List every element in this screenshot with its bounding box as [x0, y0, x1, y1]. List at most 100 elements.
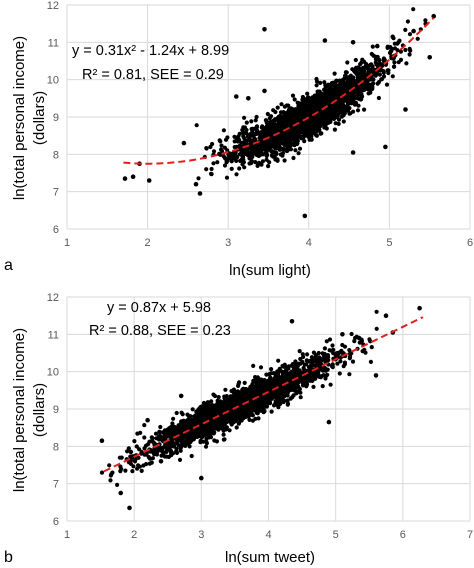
data-point	[277, 366, 282, 371]
data-point	[411, 28, 416, 34]
data-point	[370, 44, 375, 49]
data-point	[234, 94, 239, 99]
data-point	[327, 114, 332, 119]
data-point	[149, 460, 154, 465]
data-point	[293, 359, 298, 364]
data-point	[301, 378, 306, 383]
data-point	[302, 130, 308, 135]
data-point	[229, 395, 234, 400]
data-point	[370, 81, 376, 86]
data-point	[213, 423, 218, 428]
data-point	[282, 104, 287, 109]
data-point	[265, 111, 270, 117]
data-point	[216, 395, 221, 400]
x-tick-label: 2	[131, 529, 137, 541]
data-point	[204, 146, 209, 151]
data-point	[350, 150, 356, 155]
data-point	[340, 96, 345, 101]
data-point	[253, 403, 258, 408]
data-point	[191, 437, 196, 442]
data-point	[322, 87, 327, 92]
data-point	[368, 77, 373, 82]
data-point	[335, 91, 340, 96]
data-point	[353, 57, 358, 63]
data-point	[187, 444, 192, 449]
data-point	[359, 60, 364, 65]
data-point	[265, 140, 270, 145]
data-point	[251, 378, 256, 383]
equation-a: y = 0.31x² - 1.24x + 8.99	[72, 43, 229, 59]
data-point	[290, 114, 295, 119]
data-point	[285, 148, 290, 153]
data-point	[99, 438, 105, 444]
data-point	[176, 423, 181, 428]
data-point	[324, 339, 329, 344]
data-point	[247, 417, 252, 422]
x-tick-label: 6	[467, 237, 473, 249]
data-point	[258, 393, 263, 398]
data-point	[190, 407, 195, 412]
data-point	[210, 141, 215, 147]
data-point	[198, 409, 203, 414]
data-point	[377, 57, 382, 63]
data-point	[291, 370, 296, 375]
data-point	[276, 358, 281, 363]
data-point	[166, 446, 171, 451]
data-point	[380, 63, 385, 68]
data-point	[398, 49, 403, 54]
data-point	[204, 439, 209, 444]
data-point	[221, 128, 226, 133]
data-point	[234, 417, 239, 422]
data-point	[342, 360, 347, 365]
data-point	[316, 124, 321, 129]
data-point	[282, 131, 287, 136]
data-point	[297, 368, 302, 373]
data-point	[233, 393, 238, 398]
data-point	[363, 72, 368, 78]
data-point	[212, 438, 217, 443]
data-point	[229, 155, 234, 160]
data-point	[326, 106, 331, 111]
data-point	[169, 453, 174, 458]
x-axis-label-a: ln(sum light)	[229, 262, 311, 279]
data-point	[269, 367, 274, 372]
data-point	[260, 397, 265, 402]
data-point	[327, 337, 333, 342]
y-tick-label: 7	[53, 187, 59, 199]
data-point	[209, 430, 214, 435]
data-point	[241, 407, 246, 412]
data-point	[253, 160, 258, 165]
data-point	[237, 143, 242, 148]
data-point	[341, 119, 346, 124]
data-point	[390, 34, 395, 40]
data-point	[323, 373, 329, 378]
data-point	[326, 101, 331, 106]
data-point	[237, 410, 243, 415]
data-point	[294, 113, 299, 118]
data-point	[292, 126, 297, 131]
data-point	[260, 124, 265, 129]
data-point	[340, 110, 345, 116]
data-point	[285, 393, 290, 398]
fit-line-b	[103, 316, 424, 473]
data-point	[179, 410, 184, 415]
data-point	[279, 374, 284, 379]
data-point	[357, 91, 362, 96]
data-point	[263, 383, 268, 388]
data-point	[192, 420, 198, 425]
data-point	[145, 417, 150, 423]
data-point	[285, 399, 290, 404]
data-point	[244, 147, 249, 153]
data-point	[311, 384, 316, 389]
data-point	[242, 125, 248, 130]
data-point	[345, 102, 350, 107]
data-point	[279, 102, 284, 107]
data-point	[314, 76, 319, 82]
data-point	[157, 434, 162, 439]
data-point	[374, 309, 379, 314]
x-tick-label: 7	[467, 529, 473, 541]
data-point	[249, 401, 254, 406]
data-point	[297, 146, 303, 151]
data-point	[242, 115, 247, 120]
